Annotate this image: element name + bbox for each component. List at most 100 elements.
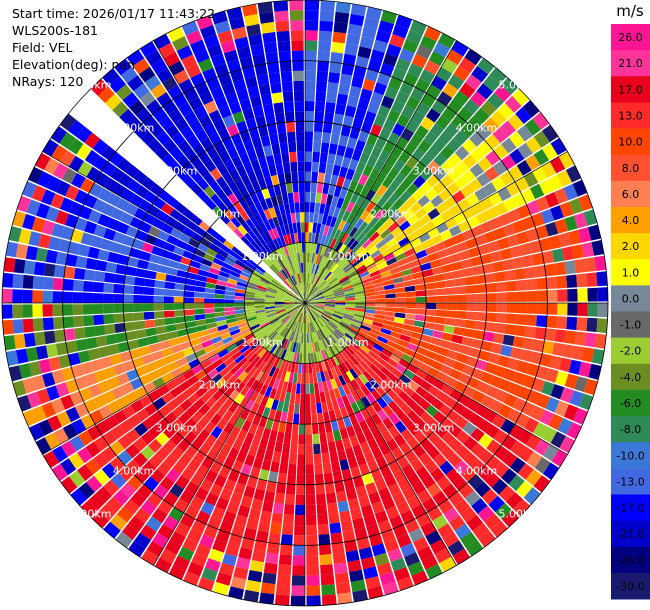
range-gate (87, 246, 100, 259)
range-gate (273, 262, 282, 272)
range-gate (247, 149, 258, 162)
colorbar-band (611, 442, 650, 469)
range-gate (293, 232, 299, 244)
range-gate (206, 349, 218, 359)
range-gate (339, 187, 348, 200)
range-gate (37, 171, 53, 188)
range-gate (284, 255, 291, 267)
range-gate (294, 202, 300, 213)
range-gate (295, 303, 305, 306)
ray (305, 303, 568, 467)
range-gate (364, 291, 376, 297)
range-gate (53, 428, 69, 445)
range-gate (357, 347, 368, 357)
range-gate (171, 132, 186, 146)
range-gate (405, 308, 416, 314)
range-gate (430, 467, 445, 483)
range-gate (315, 483, 326, 495)
ring-label: 5.00km (70, 507, 112, 520)
range-gate (35, 437, 52, 455)
range-gate (243, 161, 254, 174)
range-gate (425, 404, 439, 418)
range-gate (212, 205, 224, 218)
range-gate (178, 335, 190, 344)
colorbar-band (611, 468, 650, 495)
range-gate (417, 489, 432, 504)
range-gate (238, 547, 253, 560)
range-gate (315, 392, 321, 404)
range-gate (314, 264, 320, 275)
range-gate (305, 303, 312, 311)
range-gate (257, 125, 269, 138)
range-gate (475, 284, 487, 294)
ring-label: 4.00km (456, 122, 498, 135)
range-gate (381, 201, 393, 213)
range-gate (235, 288, 246, 294)
ray (115, 303, 305, 549)
range-gate (166, 267, 178, 276)
range-gate (385, 506, 400, 520)
range-gate (185, 444, 199, 459)
range-gate (28, 166, 44, 184)
range-gate (220, 352, 232, 363)
range-gate (436, 222, 449, 234)
range-gate (259, 319, 269, 326)
range-gate (157, 230, 170, 242)
range-gate (465, 311, 477, 321)
range-gate (335, 1, 351, 14)
range-gate (373, 159, 386, 172)
start-time-label: Start time: 2026/01/17 11:43:22 (12, 6, 215, 21)
range-gate (124, 321, 136, 332)
range-gate (234, 309, 246, 315)
range-gate (369, 363, 381, 374)
range-gate (429, 259, 442, 269)
range-gate (170, 367, 183, 379)
range-gate (169, 483, 184, 498)
range-gate (115, 84, 133, 101)
range-gate (200, 391, 213, 403)
range-gate (114, 274, 126, 284)
range-gate (193, 450, 206, 464)
range-gate (200, 24, 217, 39)
range-gate (173, 303, 184, 310)
range-gate (337, 273, 348, 281)
range-gate (377, 261, 388, 270)
range-gate (449, 515, 466, 531)
range-gate (303, 313, 305, 324)
range-gate (285, 422, 293, 434)
range-gate (521, 216, 536, 231)
range-gate (204, 287, 216, 294)
range-gate (107, 376, 121, 390)
range-gate (335, 306, 346, 310)
range-gate (168, 108, 183, 124)
range-gate (265, 307, 276, 312)
range-gate (385, 307, 396, 312)
range-gate (464, 276, 476, 286)
range-gate (354, 139, 366, 152)
range-gate (163, 138, 178, 153)
range-gate (355, 299, 366, 303)
range-gate (356, 399, 366, 411)
range-gate (22, 181, 37, 198)
range-gate (286, 307, 296, 313)
range-gate (409, 133, 423, 148)
range-gate (359, 36, 375, 49)
range-gate (437, 523, 454, 539)
range-gate (369, 231, 380, 242)
range-gate (334, 154, 344, 167)
range-gate (294, 525, 305, 536)
range-gate (197, 190, 210, 203)
range-gate (395, 344, 407, 353)
range-gate (350, 204, 360, 216)
range-gate (274, 304, 285, 307)
range-gate (153, 311, 165, 319)
range-gate (368, 331, 379, 340)
range-gate (280, 71, 293, 82)
range-gate (306, 262, 309, 273)
range-gate (468, 474, 484, 490)
range-gate (231, 133, 243, 147)
range-gate (359, 235, 369, 246)
ring-label: 2.00km (370, 379, 412, 392)
range-gate (252, 343, 263, 353)
range-gate (111, 207, 125, 221)
